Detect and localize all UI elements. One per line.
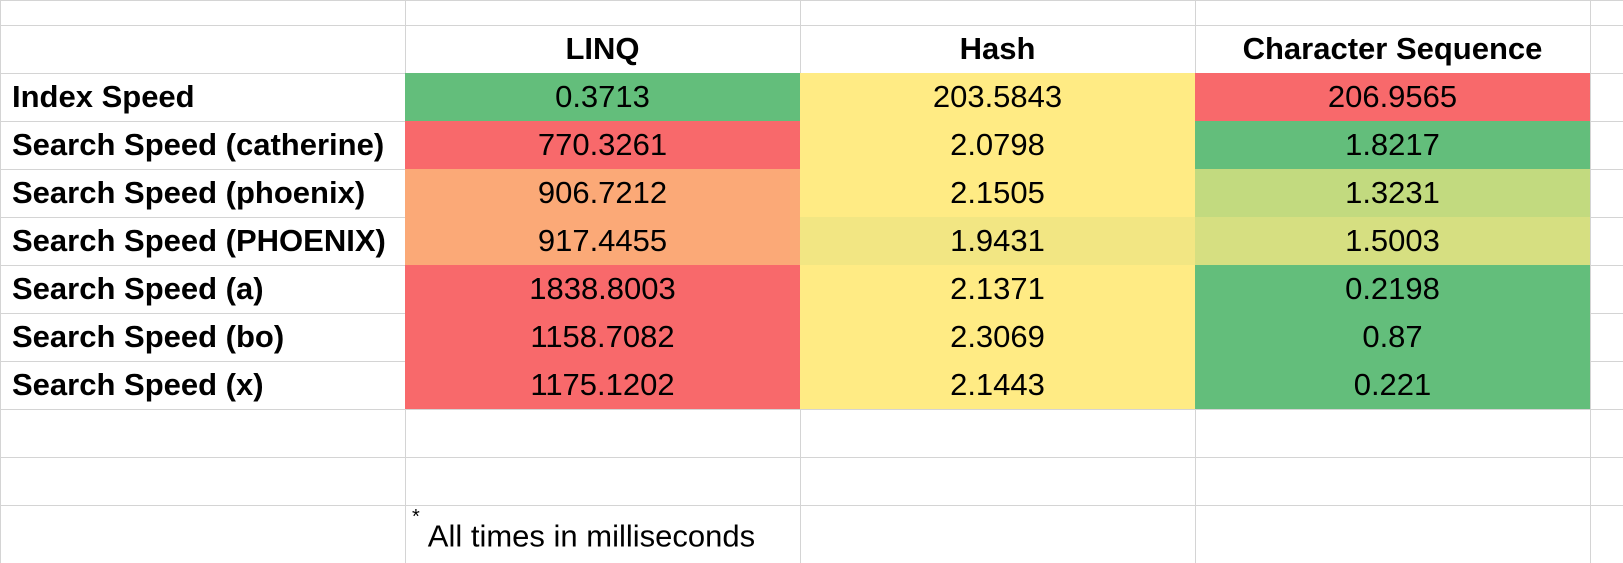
footnote-marker: * (412, 506, 420, 528)
row-label[interactable]: Search Speed (a) (12, 271, 264, 306)
data-cell[interactable]: 906.7212 (405, 169, 800, 217)
gridline-vertical (0, 0, 1, 563)
data-cell[interactable]: 1.3231 (1195, 169, 1590, 217)
column-header[interactable]: LINQ (565, 31, 640, 66)
data-cell[interactable]: 2.0798 (800, 121, 1195, 169)
data-cell[interactable]: 1158.7082 (405, 313, 800, 361)
row-label[interactable]: Search Speed (x) (12, 367, 264, 402)
gridline-horizontal (0, 505, 1623, 506)
data-cell[interactable]: 1175.1202 (405, 361, 800, 409)
gridline-horizontal (0, 0, 1623, 1)
data-cell[interactable]: 0.221 (1195, 361, 1590, 409)
gridline-horizontal (0, 457, 1623, 458)
data-cell[interactable]: 917.4455 (405, 217, 800, 265)
row-label[interactable]: Search Speed (bo) (12, 319, 285, 354)
data-cell[interactable]: 770.3261 (405, 121, 800, 169)
data-cell[interactable]: 206.9565 (1195, 73, 1590, 121)
row-label[interactable]: Index Speed (12, 79, 195, 114)
data-cell[interactable]: 1.8217 (1195, 121, 1590, 169)
data-cell[interactable]: 1.5003 (1195, 217, 1590, 265)
gridline-horizontal (0, 25, 1623, 26)
data-cell[interactable]: 2.1371 (800, 265, 1195, 313)
column-header[interactable]: Hash (959, 31, 1036, 66)
data-cell[interactable]: 0.3713 (405, 73, 800, 121)
data-cell[interactable]: 203.5843 (800, 73, 1195, 121)
data-cell[interactable]: 1838.8003 (405, 265, 800, 313)
gridline-horizontal (0, 409, 1623, 410)
column-header[interactable]: Character Sequence (1242, 31, 1543, 66)
footnote: * All times in milliseconds (412, 506, 756, 554)
data-cell[interactable]: 1.9431 (800, 217, 1195, 265)
data-cell[interactable]: 0.2198 (1195, 265, 1590, 313)
row-label[interactable]: Search Speed (catherine) (12, 127, 385, 162)
data-cell[interactable]: 2.1443 (800, 361, 1195, 409)
data-cell[interactable]: 0.87 (1195, 313, 1590, 361)
footnote-text: All times in milliseconds (427, 518, 756, 554)
row-label[interactable]: Search Speed (phoenix) (12, 175, 366, 210)
gridline-vertical (1590, 0, 1591, 563)
data-cell[interactable]: 2.1505 (800, 169, 1195, 217)
row-label[interactable]: Search Speed (PHOENIX) (12, 223, 386, 258)
data-cell[interactable]: 2.3069 (800, 313, 1195, 361)
